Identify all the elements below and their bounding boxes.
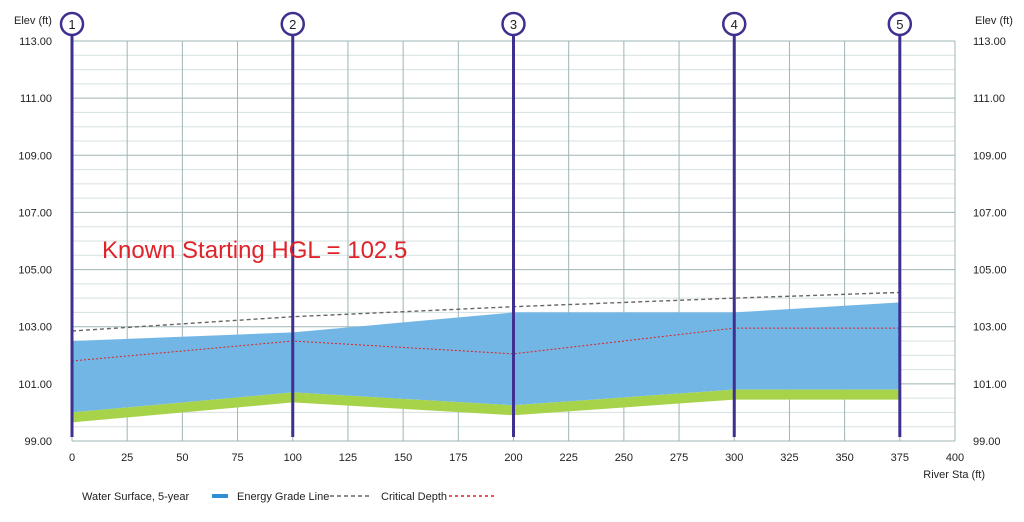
station-marker xyxy=(501,11,526,37)
x-tick-label: 0 xyxy=(69,452,75,464)
y-tick-label-right: 101.00 xyxy=(973,379,1007,391)
x-tick-label: 275 xyxy=(670,452,688,464)
critical-depth-line xyxy=(71,327,900,362)
x-tick-label: 400 xyxy=(946,452,964,464)
x-tick-label: 50 xyxy=(176,452,188,464)
station-label: 4 xyxy=(731,17,738,32)
x-tick-label: 300 xyxy=(725,452,743,464)
y-tick-label-left: 113.00 xyxy=(19,36,52,48)
station-marker xyxy=(887,11,913,37)
y-axis-label-right: Elev (ft) xyxy=(975,15,1013,27)
x-tick-label: 350 xyxy=(835,452,853,464)
bed-area xyxy=(72,389,900,423)
x-tick-label: 200 xyxy=(504,452,522,464)
y-axis-label-left: Elev (ft) xyxy=(14,15,52,27)
y-tick-label-left: 107.00 xyxy=(18,207,52,219)
station-label: 2 xyxy=(289,17,296,32)
y-tick-label-left: 111.00 xyxy=(20,93,52,105)
x-tick-label: 250 xyxy=(615,452,633,464)
x-tick-label: 150 xyxy=(394,452,412,464)
y-tick-label-left: 101.00 xyxy=(18,379,52,391)
station-marker xyxy=(280,11,305,37)
y-tick-label-left: 105.00 xyxy=(18,265,52,277)
legend-label-critical-depth: Critical Depth xyxy=(381,491,447,503)
legend-label-energy-grade-line: Energy Grade Line xyxy=(237,491,329,503)
x-tick-label: 175 xyxy=(449,452,467,464)
y-tick-label-right: 111.00 xyxy=(973,93,1005,105)
x-tick-label: 75 xyxy=(231,452,243,464)
x-tick-label: 325 xyxy=(780,452,798,464)
y-tick-label-right: 103.00 xyxy=(973,322,1007,334)
station-marker xyxy=(59,11,85,37)
legend-label-water-surface: Water Surface, 5-year xyxy=(82,491,190,503)
annotation-text: Known Starting HGL = 102.5 xyxy=(102,237,407,264)
station-label: 5 xyxy=(896,17,903,32)
x-tick-label: 375 xyxy=(891,452,909,464)
y-tick-label-right: 99.00 xyxy=(973,436,1001,448)
x-tick-label: 25 xyxy=(121,452,133,464)
water-area xyxy=(72,302,900,413)
station-label: 1 xyxy=(68,17,75,32)
y-tick-label-right: 105.00 xyxy=(973,265,1007,277)
x-tick-label: 125 xyxy=(339,452,357,464)
x-axis-label: River Sta (ft) xyxy=(923,469,985,481)
station-marker xyxy=(722,11,747,37)
y-tick-label-left: 103.00 xyxy=(18,322,52,334)
y-tick-label-right: 107.00 xyxy=(973,207,1007,219)
y-tick-label-right: 109.00 xyxy=(973,150,1007,162)
y-tick-label-right: 113.00 xyxy=(973,36,1006,48)
y-tick-label-left: 109.00 xyxy=(18,150,52,162)
x-tick-label: 100 xyxy=(284,452,302,464)
y-tick-label-left: 99.00 xyxy=(24,436,52,448)
x-tick-label: 225 xyxy=(560,452,578,464)
station-label: 3 xyxy=(510,17,517,32)
